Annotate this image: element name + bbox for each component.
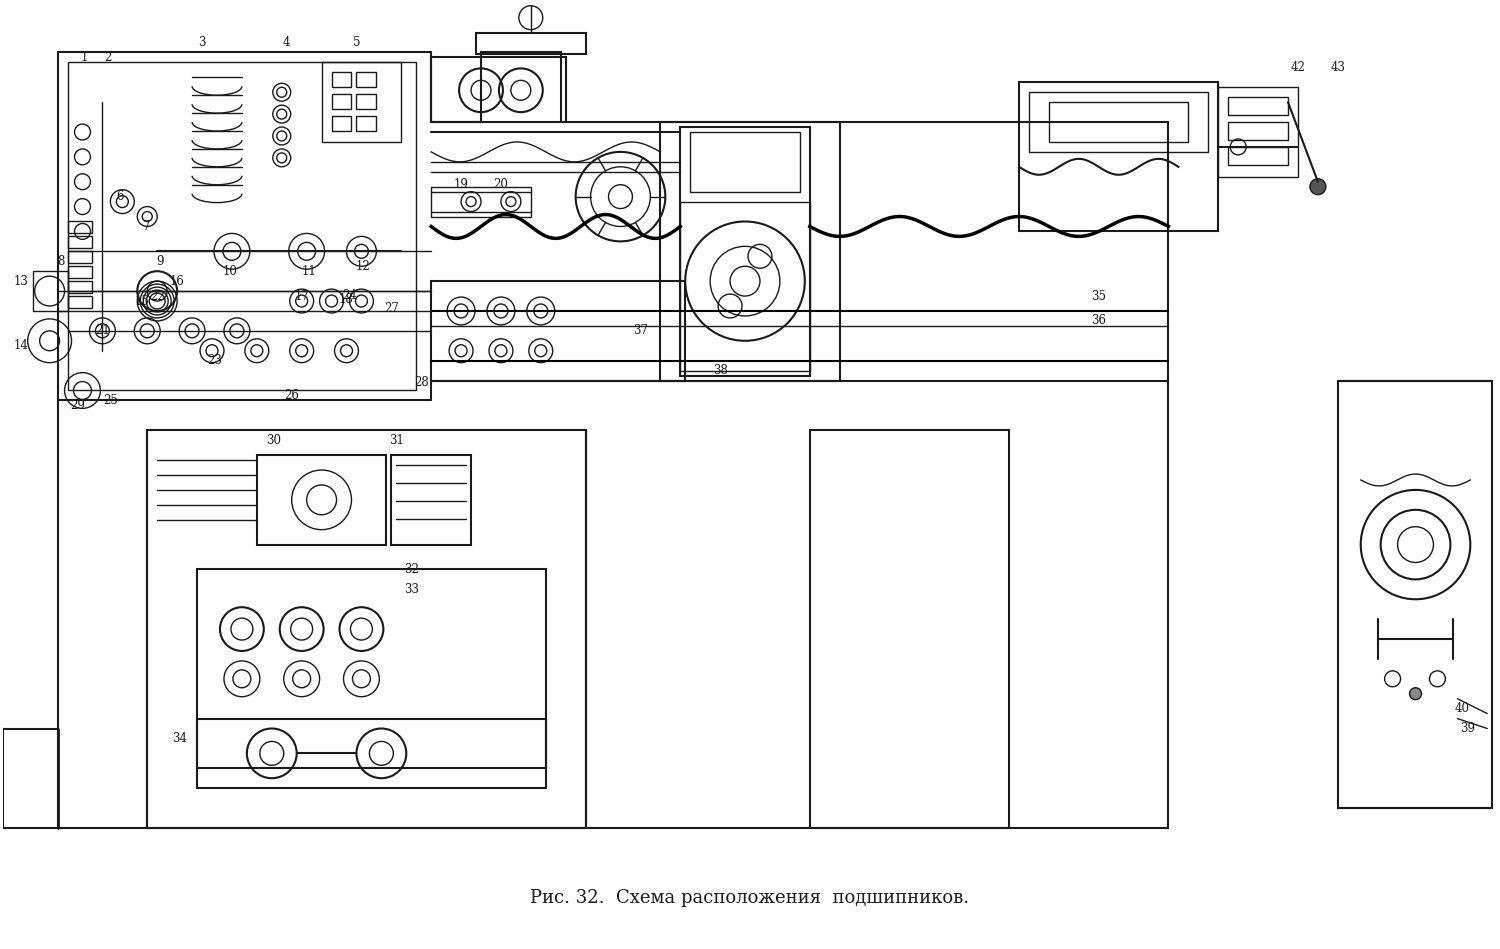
Bar	[68, 296, 93, 308]
Text: 12: 12	[356, 260, 370, 272]
Bar	[196, 718, 546, 789]
Bar	[430, 187, 531, 216]
Text: 8: 8	[57, 254, 64, 268]
Bar	[332, 116, 351, 131]
Text: 3: 3	[198, 36, 206, 49]
Text: 30: 30	[267, 434, 282, 447]
Bar	[68, 267, 93, 278]
Text: 22: 22	[150, 289, 165, 303]
Text: 20: 20	[494, 178, 508, 191]
Bar	[196, 569, 546, 769]
Text: 28: 28	[414, 376, 429, 389]
Text: Рис. 32.  Схема расположения  подшипников.: Рис. 32. Схема расположения подшипников.	[531, 888, 969, 906]
Text: 38: 38	[712, 364, 728, 377]
Text: 13: 13	[13, 274, 28, 288]
Bar	[147, 430, 585, 828]
Text: 4: 4	[284, 36, 291, 49]
Text: 11: 11	[302, 265, 316, 278]
Text: 27: 27	[384, 303, 399, 315]
Bar	[1228, 147, 1288, 165]
Text: 23: 23	[207, 354, 222, 367]
Bar	[392, 456, 471, 545]
Bar	[476, 32, 585, 54]
Bar	[68, 251, 93, 263]
Text: 32: 32	[404, 563, 418, 576]
Bar	[660, 122, 840, 381]
Text: 40: 40	[1455, 702, 1470, 716]
Text: 19: 19	[453, 178, 468, 191]
Bar	[1218, 87, 1298, 177]
Bar	[357, 94, 376, 109]
Text: 24: 24	[342, 288, 357, 302]
Text: 34: 34	[172, 732, 188, 745]
Text: 36: 36	[1090, 314, 1106, 327]
Text: 39: 39	[1460, 722, 1474, 735]
Bar	[68, 221, 93, 233]
Circle shape	[1410, 688, 1422, 699]
Text: 18: 18	[339, 292, 354, 306]
Bar	[1338, 381, 1492, 808]
Text: 43: 43	[1330, 61, 1346, 74]
Bar	[68, 63, 416, 390]
Text: 35: 35	[1090, 289, 1106, 303]
Text: 1: 1	[81, 51, 88, 64]
Bar	[68, 281, 93, 293]
Text: 7: 7	[144, 220, 152, 233]
Text: 2: 2	[104, 51, 111, 64]
Bar	[332, 94, 351, 109]
Bar	[321, 63, 402, 142]
Bar	[256, 456, 387, 545]
Text: 25: 25	[104, 394, 118, 407]
Text: 10: 10	[222, 265, 237, 278]
Text: 33: 33	[404, 583, 418, 596]
Bar	[357, 116, 376, 131]
Text: 31: 31	[388, 434, 404, 447]
Bar	[1228, 122, 1288, 140]
Text: 9: 9	[156, 254, 164, 268]
Text: 16: 16	[170, 274, 184, 288]
Bar	[681, 127, 810, 376]
Circle shape	[1310, 178, 1326, 195]
Bar	[430, 58, 566, 122]
Bar	[1048, 102, 1188, 142]
Bar	[68, 236, 93, 249]
Bar	[430, 281, 686, 381]
Text: 29: 29	[70, 399, 86, 412]
Text: 42: 42	[1290, 61, 1305, 74]
Bar	[810, 430, 1010, 828]
Text: 5: 5	[352, 36, 360, 49]
Bar	[681, 201, 810, 371]
Text: 37: 37	[633, 325, 648, 337]
Text: 21: 21	[94, 325, 110, 337]
Bar	[33, 271, 68, 311]
Text: 14: 14	[13, 339, 28, 352]
Bar	[1228, 97, 1288, 115]
Bar	[690, 132, 800, 192]
Text: 26: 26	[285, 389, 298, 402]
Bar	[1029, 92, 1209, 152]
Bar	[1019, 83, 1218, 232]
Text: 6: 6	[117, 190, 124, 203]
Text: 15: 15	[135, 294, 150, 307]
Text: 17: 17	[294, 289, 309, 303]
Bar	[357, 72, 376, 87]
Bar	[332, 72, 351, 87]
